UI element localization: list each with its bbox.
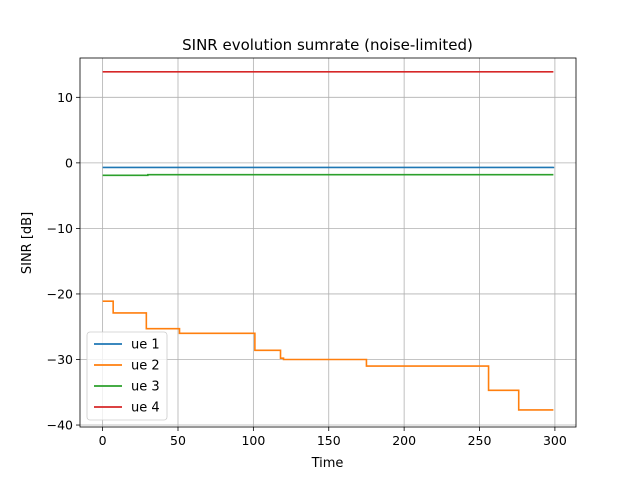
x-tick-label: 50 — [170, 433, 186, 448]
x-axis-ticks: 0 50 100 150 200 250 300 — [99, 427, 567, 448]
legend: ue 1 ue 2 ue 3 ue 4 — [86, 331, 168, 421]
x-tick-label: 0 — [99, 433, 107, 448]
x-tick-label: 250 — [468, 433, 492, 448]
legend-label: ue 3 — [131, 380, 160, 395]
y-tick-label: 0 — [65, 155, 73, 170]
legend-label: ue 1 — [131, 338, 160, 353]
series-line-ue-3 — [102, 173, 554, 177]
y-tick-label: −40 — [47, 418, 73, 433]
y-tick-label: 10 — [57, 90, 73, 105]
x-tick-label: 100 — [241, 433, 265, 448]
series-line-ue-2 — [102, 300, 554, 411]
legend-label: ue 2 — [131, 359, 160, 374]
x-tick-label: 200 — [392, 433, 416, 448]
y-tick-label: −30 — [47, 352, 73, 367]
x-tick-label: 300 — [543, 433, 567, 448]
x-tick-label: 150 — [317, 433, 341, 448]
grid-lines — [80, 58, 576, 427]
x-axis-label: Time — [311, 456, 344, 471]
y-tick-label: −10 — [47, 221, 73, 236]
y-tick-label: −20 — [47, 286, 73, 301]
legend-box — [86, 331, 168, 421]
series-line-ue-1 — [102, 166, 555, 169]
legend-label: ue 4 — [131, 401, 160, 416]
chart-title: SINR evolution sumrate (noise-limited) — [182, 36, 473, 54]
y-axis-ticks: −40 −30 −20 −10 0 10 — [47, 90, 80, 433]
series-lines — [102, 70, 555, 411]
y-axis-label: SINR [dB] — [20, 212, 35, 274]
plot-frame — [79, 57, 577, 428]
